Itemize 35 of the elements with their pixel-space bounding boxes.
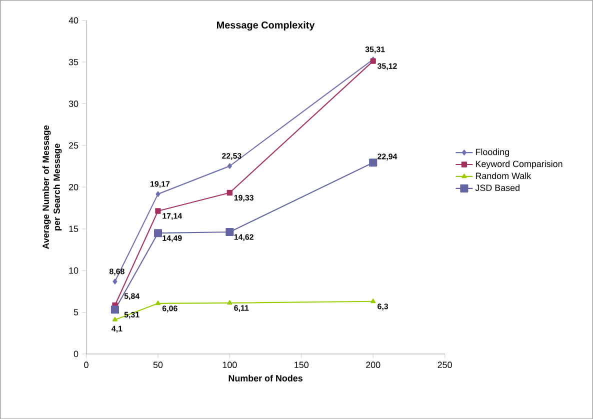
- y-tick-label: 5: [74, 308, 78, 316]
- y-tick-label: 20: [69, 184, 78, 190]
- x-tick-label: 0: [84, 362, 88, 368]
- y-tick-label: 40: [68, 17, 78, 24]
- point: [226, 228, 234, 236]
- y-tick-label: 15: [69, 226, 78, 232]
- x-tick-label: 50: [153, 362, 163, 368]
- x-tick-label: 150: [294, 362, 309, 368]
- point: [112, 278, 118, 284]
- point: [112, 316, 118, 322]
- y-tick-label: 35: [68, 58, 78, 66]
- legend-label: Random Walk: [476, 172, 532, 179]
- x-axis-title: Number of Nodes: [228, 374, 302, 382]
- x-tick-label: 200: [366, 362, 380, 368]
- y-tick-label: 30: [68, 100, 78, 107]
- y-tick-label: 10: [69, 267, 78, 274]
- point: [110, 306, 119, 314]
- chart-title: Message Complexity: [217, 21, 315, 30]
- legend-label: Flooding: [476, 148, 509, 157]
- point: [369, 158, 378, 167]
- point: [154, 228, 162, 238]
- point: [227, 163, 232, 169]
- y-axis-title: Average Number of Message per Search Message: [42, 125, 62, 249]
- legend-label: Keyword Comparision: [476, 160, 562, 169]
- point: [227, 300, 232, 305]
- y-tick-label: 0: [74, 350, 78, 357]
- point: [156, 191, 160, 197]
- point: [155, 300, 161, 305]
- point: [226, 190, 233, 196]
- x-tick-label: 100: [222, 362, 237, 368]
- x-tick-label: 250: [438, 362, 452, 368]
- legend-label: JSD Based: [475, 184, 520, 191]
- point: [370, 298, 376, 303]
- point: [155, 208, 161, 214]
- y-tick-label: 25: [69, 142, 78, 149]
